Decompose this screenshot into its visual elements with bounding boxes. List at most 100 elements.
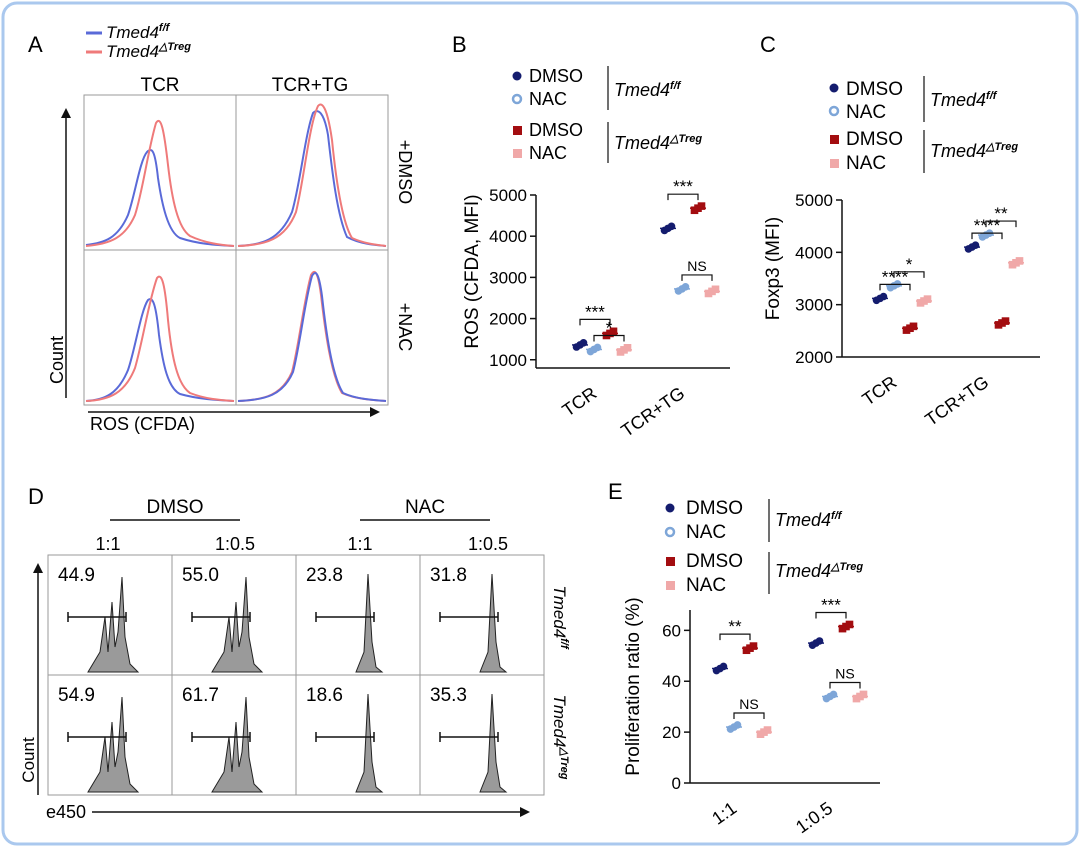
legend-c-label-ko-nac: NAC [846,153,886,174]
y-tick-label-b: 1000 [489,351,527,370]
legend-c-wt-genotype: Tmed4f/f [930,90,998,110]
data-point-b [593,343,602,352]
hist-a-r2c1-wt [85,298,235,402]
significance-label-e: *** [821,596,841,615]
legend-b-marker-ko-dmso [513,126,522,135]
significance-bracket-c [971,232,1003,240]
significance-bracket-b [681,274,713,281]
gate-percentage: 35.3 [430,685,467,706]
gate-percentage: 55.0 [182,565,219,586]
legend-c-marker-ko-dmso [830,135,839,144]
legend-b-marker-wt-nac [511,93,523,105]
significance-bracket-b [593,334,625,342]
panel-e-legend: DMSO NAC Tmed4f/f DMSO NAC Tmed4△Treg [664,498,863,596]
data-point-b [711,285,720,294]
significance-bracket-e [719,633,751,641]
legend-b-label-ko-nac: NAC [529,143,567,163]
significance-bracket-c [985,220,1017,228]
y-tick-label-c: 2000 [795,348,833,367]
legend-c-label-wt-dmso: DMSO [846,79,903,100]
panel-d-histograms: 44.9 55.0 23.8 31.8 54.9 61.7 18.6 35.3 [47,554,545,796]
data-point-c [971,241,980,250]
data-point-e [829,690,838,699]
data-point-c [1001,317,1010,325]
y-tick-label-e: 60 [662,621,681,640]
histogram-peaks [479,693,508,793]
panel-a-box-4 [235,249,389,406]
data-point-b [609,327,618,336]
significance-bracket-b [667,193,699,201]
legend-b-wt-genotype: Tmed4f/f [614,80,682,100]
gate-percentage: 18.6 [306,685,343,706]
panel-c: C DMSO NAC Tmed4f/f DMSO NAC Tmed4△Treg … [760,32,1040,430]
panel-d-group-dmso: DMSO [147,497,204,518]
y-tick-label-e: 40 [662,672,681,691]
histogram-peaks [87,696,140,793]
significance-bracket-c [879,283,911,291]
panel-d-row-wt: Tmed4f/f [550,585,570,650]
panel-d-row-ko: Tmed4△Treg [550,694,570,779]
significance-bracket-e [733,712,765,720]
panel-a-xlabel: ROS (CFDA) [90,414,195,434]
legend-e-ko-genotype: Tmed4△Treg [775,561,863,581]
legend-b-label-wt-dmso: DMSO [529,66,583,86]
y-tick-label-b: 2000 [489,310,527,329]
y-tick-label-b: 3000 [489,268,527,287]
legend-e-label-ko-nac: NAC [686,575,726,596]
significance-label-c: **** [882,267,909,286]
legend-e-marker-wt-dmso [665,503,675,513]
hist-a-r1c1-wt [85,149,235,247]
histogram-peaks [87,576,140,673]
gate-percentage: 61.7 [182,685,219,706]
data-point-c [909,322,918,331]
gate-percentage: 44.9 [58,565,95,586]
histogram-peaks [211,696,264,793]
data-point-e [749,642,758,650]
data-point-c [879,292,888,301]
legend-b-marker-wt-dmso [512,71,522,81]
y-axis-label-b: ROS (CFDA, MFI) [462,194,483,348]
data-point-e [845,620,854,629]
significance-label-e: ** [728,617,742,636]
data-point-e [733,721,742,729]
y-axis-label-c: Foxp3 (MFI) [763,217,784,320]
significance-label-c: * [906,255,913,274]
y-tick-label-b: 4000 [489,227,527,246]
significance-label-b: * [606,318,613,337]
panel-d-ratio-4: 1:0.5 [468,534,508,554]
data-point-e [763,726,772,734]
gate-percentage: 23.8 [306,565,343,586]
hist-a-r1c2-wt [237,110,387,247]
legend-b-label-wt-nac: NAC [529,89,567,109]
panel-a-ylabel: Count [47,336,67,384]
legend-e-label-wt-nac: NAC [686,522,726,543]
legend-e-marker-ko-dmso [666,557,675,566]
significance-label-e: NS [739,696,758,712]
data-point-c [1015,257,1024,265]
panel-c-letter: C [760,32,776,57]
legend-a-ko: Tmed4△Treg [106,41,191,61]
legend-e-label-wt-dmso: DMSO [686,498,743,519]
panel-b-letter: B [452,32,467,57]
data-point-e [859,690,868,699]
legend-e-marker-ko-nac [666,581,675,590]
panel-d-ratio-2: 1:0.5 [215,534,255,554]
y-tick-label-c: 3000 [795,296,833,315]
y-tick-label-e: 0 [672,774,681,793]
panel-d-letter: D [28,484,44,509]
data-point-b [667,222,676,231]
panel-a-letter: A [28,32,43,57]
significance-label-b: *** [673,177,693,196]
data-point-c [923,295,932,303]
hist-a-r1c1-ko [85,120,235,247]
legend-e-label-ko-dmso: DMSO [686,551,743,572]
panel-a-row-nac: +NAC [395,303,415,352]
legend-b-label-ko-dmso: DMSO [529,120,583,140]
data-point-b [681,283,690,291]
hist-a-r1c2-ko [237,103,387,247]
panel-d-group-nac: NAC [405,497,445,518]
histogram-peaks [355,573,384,673]
legend-b-ko-genotype: Tmed4△Treg [614,133,702,153]
